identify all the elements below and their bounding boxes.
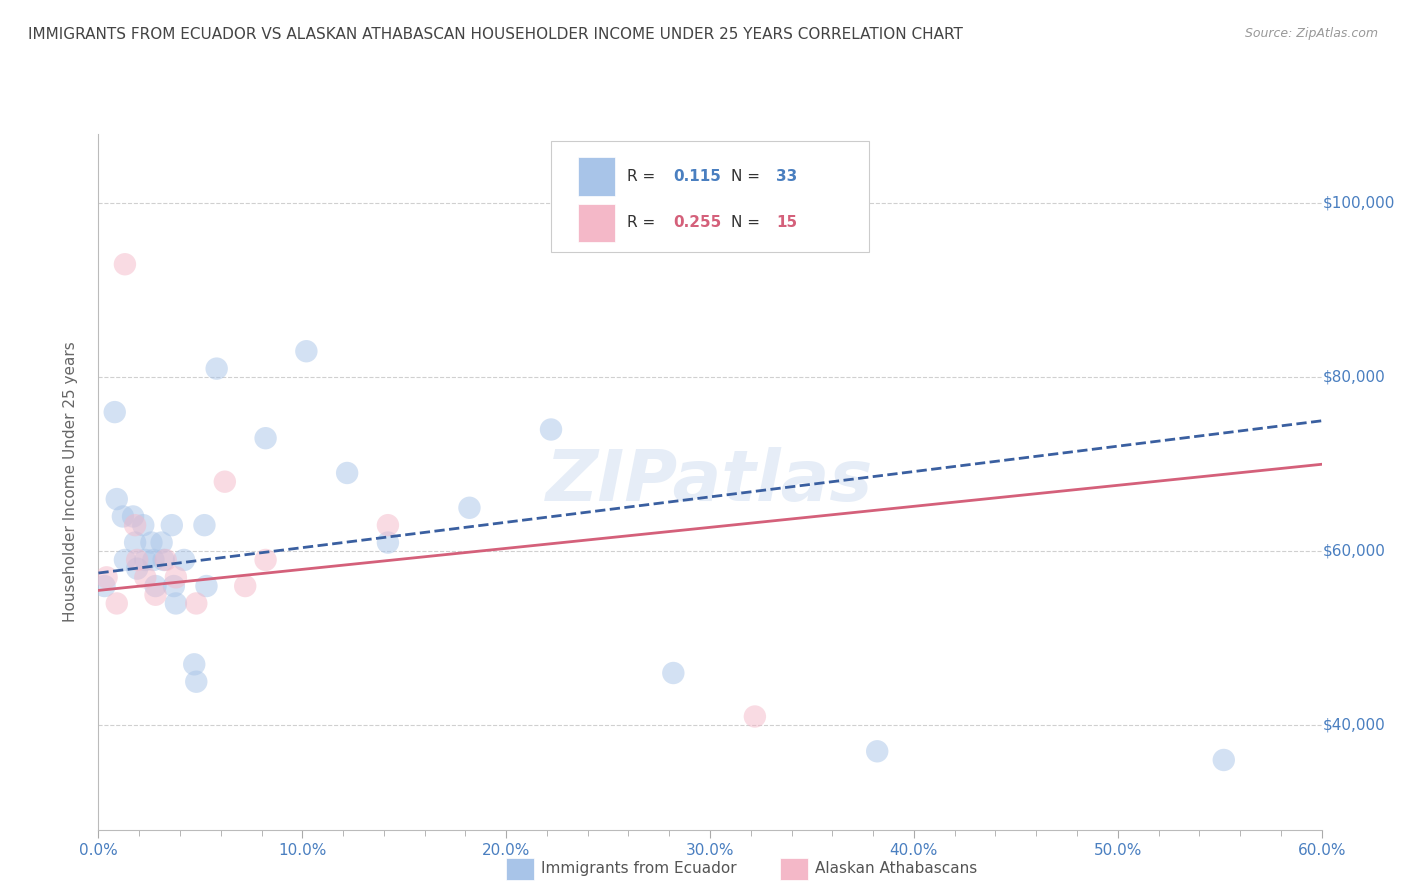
Alaskan Athabascans — [744, 709, 766, 723]
Immigrants from Ecuador — [165, 597, 187, 611]
Text: $100,000: $100,000 — [1323, 196, 1395, 211]
Immigrants from Ecuador — [114, 553, 136, 567]
Text: R =: R = — [627, 215, 659, 230]
Immigrants from Ecuador — [142, 553, 165, 567]
Alaskan Athabascans — [127, 553, 149, 567]
Text: 15: 15 — [776, 215, 797, 230]
Text: Alaskan Athabascans: Alaskan Athabascans — [815, 862, 977, 876]
Immigrants from Ecuador — [540, 423, 562, 437]
Text: ZIPatlas: ZIPatlas — [547, 447, 873, 516]
Immigrants from Ecuador — [134, 553, 156, 567]
Immigrants from Ecuador — [132, 518, 155, 533]
Text: N =: N = — [731, 215, 765, 230]
Alaskan Athabascans — [186, 597, 208, 611]
Immigrants from Ecuador — [124, 535, 146, 549]
Text: 33: 33 — [776, 169, 797, 184]
FancyBboxPatch shape — [551, 141, 869, 252]
Alaskan Athabascans — [145, 588, 167, 602]
Text: N =: N = — [731, 169, 765, 184]
Immigrants from Ecuador — [145, 579, 167, 593]
Immigrants from Ecuador — [377, 535, 399, 549]
Y-axis label: Householder Income Under 25 years: Householder Income Under 25 years — [63, 342, 77, 622]
Immigrants from Ecuador — [150, 535, 173, 549]
Immigrants from Ecuador — [183, 657, 205, 672]
Text: $60,000: $60,000 — [1323, 544, 1386, 558]
Text: IMMIGRANTS FROM ECUADOR VS ALASKAN ATHABASCAN HOUSEHOLDER INCOME UNDER 25 YEARS : IMMIGRANTS FROM ECUADOR VS ALASKAN ATHAB… — [28, 27, 963, 42]
Text: $80,000: $80,000 — [1323, 370, 1386, 384]
Immigrants from Ecuador — [93, 579, 115, 593]
Immigrants from Ecuador — [336, 466, 359, 480]
Immigrants from Ecuador — [193, 518, 215, 533]
Text: R =: R = — [627, 169, 659, 184]
Alaskan Athabascans — [233, 579, 256, 593]
Bar — [578, 157, 614, 195]
Immigrants from Ecuador — [163, 579, 186, 593]
Alaskan Athabascans — [254, 553, 277, 567]
Alaskan Athabascans — [165, 570, 187, 584]
Immigrants from Ecuador — [160, 518, 183, 533]
Text: Source: ZipAtlas.com: Source: ZipAtlas.com — [1244, 27, 1378, 40]
Immigrants from Ecuador — [111, 509, 134, 524]
Immigrants from Ecuador — [105, 492, 128, 507]
Alaskan Athabascans — [214, 475, 236, 489]
Immigrants from Ecuador — [662, 665, 685, 680]
Immigrants from Ecuador — [186, 674, 208, 689]
Alaskan Athabascans — [377, 518, 399, 533]
Bar — [578, 204, 614, 243]
Immigrants from Ecuador — [127, 562, 149, 576]
Immigrants from Ecuador — [122, 509, 145, 524]
Text: 0.255: 0.255 — [673, 215, 721, 230]
Immigrants from Ecuador — [254, 431, 277, 445]
Immigrants from Ecuador — [104, 405, 127, 419]
Text: $40,000: $40,000 — [1323, 718, 1386, 732]
Immigrants from Ecuador — [205, 361, 228, 376]
Alaskan Athabascans — [114, 257, 136, 271]
Immigrants from Ecuador — [195, 579, 218, 593]
Immigrants from Ecuador — [866, 744, 889, 758]
Alaskan Athabascans — [96, 570, 118, 584]
Text: Immigrants from Ecuador: Immigrants from Ecuador — [541, 862, 737, 876]
Immigrants from Ecuador — [152, 553, 174, 567]
Alaskan Athabascans — [134, 570, 156, 584]
Immigrants from Ecuador — [1212, 753, 1234, 767]
Immigrants from Ecuador — [173, 553, 195, 567]
Alaskan Athabascans — [155, 553, 177, 567]
Immigrants from Ecuador — [295, 344, 318, 359]
Text: 0.115: 0.115 — [673, 169, 721, 184]
Alaskan Athabascans — [124, 518, 146, 533]
Alaskan Athabascans — [105, 597, 128, 611]
Immigrants from Ecuador — [458, 500, 481, 515]
Immigrants from Ecuador — [141, 535, 163, 549]
